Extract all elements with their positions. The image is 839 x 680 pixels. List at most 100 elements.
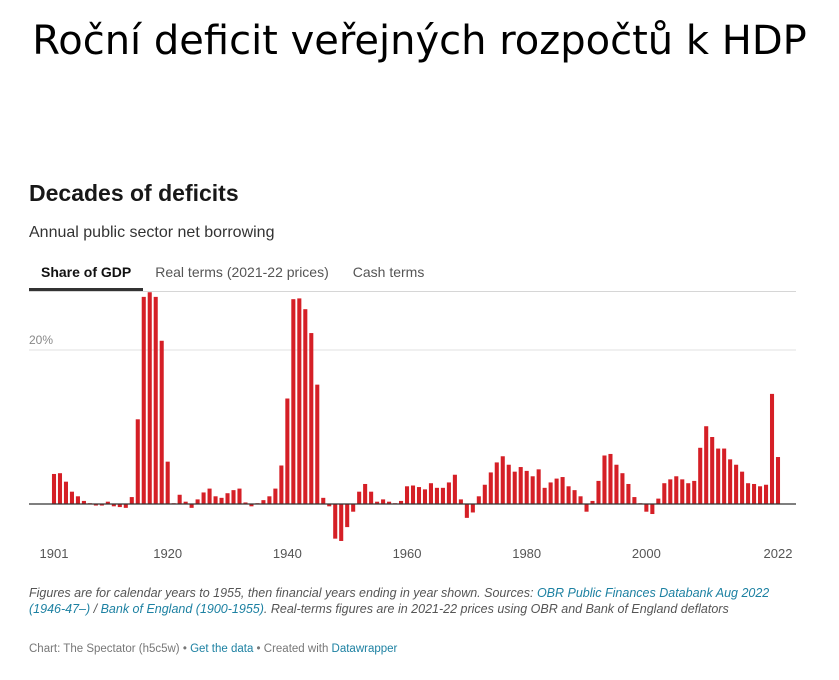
bar-2013: [722, 448, 727, 504]
bar-1942: [297, 298, 302, 504]
bar-1922: [177, 494, 182, 504]
bar-1949: [339, 504, 344, 541]
bar-1950: [345, 504, 350, 528]
bar-1951: [351, 504, 356, 512]
bar-1978: [512, 471, 517, 504]
bar-1930: [225, 493, 230, 504]
bar-1968: [452, 474, 457, 504]
bar-1960: [404, 486, 410, 504]
bar-2000: [644, 504, 649, 512]
credit-created-with: • Created with: [253, 643, 332, 655]
bar-1970: [464, 504, 469, 518]
bar-1992: [596, 480, 601, 504]
get-the-data-link[interactable]: Get the data: [190, 643, 254, 655]
bar-1994: [608, 453, 613, 504]
tab-real-terms[interactable]: Real terms (2021-22 prices): [155, 264, 329, 280]
tab-share-of-gdp[interactable]: Share of GDP: [29, 262, 144, 291]
bar-1989: [578, 496, 583, 504]
bar-1940: [285, 398, 290, 504]
x-tick-label-1940: 1940: [273, 546, 302, 561]
obr-source-link[interactable]: OBR Public Finances Databank Aug 2022 (1…: [29, 586, 770, 616]
bar-1939: [279, 465, 284, 504]
bar-2006: [680, 479, 685, 504]
bar-1963: [422, 489, 428, 504]
bar-1967: [446, 482, 451, 504]
bar-1976: [500, 456, 505, 504]
bar-1920: [165, 461, 170, 504]
bar-2021: [769, 393, 775, 504]
bar-1986: [560, 477, 565, 504]
bar-2002: [656, 498, 661, 504]
bar-1901: [51, 473, 57, 504]
bar-1908: [93, 504, 98, 506]
bar-2003: [662, 483, 667, 504]
chart-credit: Chart: The Spectator (h5c5w) • Get the d…: [29, 643, 397, 655]
bar-1936: [261, 500, 266, 504]
bar-1913: [123, 504, 128, 508]
bar-1964: [428, 483, 433, 504]
bar-1917: [147, 292, 152, 504]
bar-1988: [572, 490, 577, 504]
bar-1969: [458, 499, 463, 504]
bar-1995: [614, 464, 619, 504]
bar-2015: [734, 464, 739, 504]
bar-1919: [159, 340, 164, 504]
x-tick-label-2022: 2022: [764, 546, 793, 561]
bar-1953: [363, 483, 368, 504]
bar-1904: [69, 491, 74, 504]
bar-1987: [566, 486, 571, 504]
bar-1965: [434, 487, 439, 504]
tab-cash-terms[interactable]: Cash terms: [352, 264, 425, 280]
deficit-bar-chart: 20% 1901 1920 1940 1960 1980 2000 2022: [29, 292, 796, 561]
x-tick-label-2000: 2000: [632, 546, 661, 561]
bar-1914: [129, 497, 134, 504]
bar-1924: [189, 504, 194, 508]
bar-1946: [321, 497, 326, 504]
bar-1975: [494, 462, 499, 504]
bar-2017: [746, 483, 751, 504]
bar-1998: [632, 497, 637, 504]
credit-separator: •: [179, 643, 191, 655]
bar-1959: [399, 500, 404, 504]
x-tick-label-1901: 1901: [40, 546, 69, 561]
bar-2012: [716, 448, 721, 504]
chart-title: Decades of deficits: [29, 180, 239, 206]
boe-source-link[interactable]: Bank of England (1900-1955): [100, 602, 264, 616]
bar-2020: [763, 484, 769, 504]
bar-1954: [369, 491, 374, 504]
chart-subtitle: Annual public sector net borrowing: [29, 224, 275, 241]
bar-1941: [291, 299, 296, 504]
bar-1928: [213, 496, 218, 504]
y-tick-label: 20%: [29, 333, 53, 347]
bar-1973: [482, 484, 487, 504]
bar-1972: [476, 496, 481, 504]
bar-1948: [333, 504, 338, 539]
bar-1977: [506, 464, 511, 504]
datawrapper-link[interactable]: Datawrapper: [331, 643, 398, 655]
bar-1962: [416, 487, 422, 504]
bar-1996: [620, 473, 625, 504]
bar-1906: [81, 500, 86, 504]
bar-1943: [303, 309, 308, 504]
bar-2009: [698, 447, 703, 504]
bar-1997: [626, 483, 631, 504]
bar-1903: [63, 481, 69, 504]
bar-1945: [315, 384, 320, 504]
bar-1983: [542, 487, 547, 504]
bar-2005: [674, 476, 679, 504]
bar-1937: [267, 496, 272, 504]
bar-1955: [375, 501, 380, 504]
bar-1927: [207, 488, 212, 504]
bar-1938: [273, 488, 278, 504]
bar-1934: [249, 504, 254, 507]
bar-1944: [309, 333, 314, 504]
bar-1981: [530, 476, 535, 504]
bar-1966: [440, 487, 445, 504]
x-tick-label-1960: 1960: [393, 546, 422, 561]
bar-1918: [153, 296, 158, 504]
bar-1991: [590, 500, 595, 504]
bar-1929: [219, 497, 224, 504]
x-tick-label-1980: 1980: [512, 546, 541, 561]
bar-1985: [554, 478, 559, 504]
bar-2018: [752, 483, 757, 504]
